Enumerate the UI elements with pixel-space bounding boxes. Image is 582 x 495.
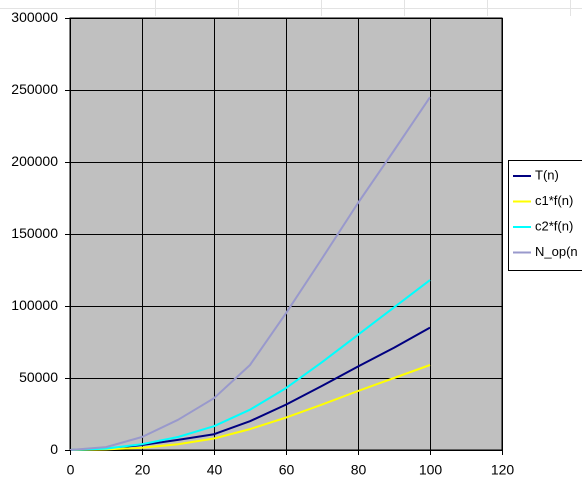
x-tick-label: 100 (419, 462, 443, 478)
x-tick-label: 60 (279, 462, 295, 478)
legend: T(n) c1*f(n) c2*f(n) N_op(n (508, 160, 582, 271)
series-line (69, 279, 431, 451)
y-tick-label: 50000 (19, 369, 58, 385)
ticks: 0 50000 100000 150000 200000 250000 300000 0 20 4… (11, 9, 514, 478)
legend-label: c1*f(n) (535, 193, 573, 208)
grid (70, 18, 503, 451)
y-tick-label: 300000 (11, 9, 58, 25)
y-tick-label: 250000 (11, 81, 58, 97)
series-line (69, 96, 431, 451)
x-tick-label: 120 (491, 462, 515, 478)
legend-label: c2*f(n) (535, 218, 573, 233)
sheet-cells (0, 0, 582, 16)
legend-label: T(n) (535, 167, 559, 182)
legend-label: N_op(n (535, 244, 578, 259)
x-tick-label: 40 (207, 462, 223, 478)
y-tick-label: 0 (50, 441, 58, 457)
y-tick-label: 200000 (11, 153, 58, 169)
x-tick-label: 0 (67, 462, 75, 478)
y-tick-label: 100000 (11, 297, 58, 313)
series-line (69, 364, 431, 451)
x-tick-label: 80 (351, 462, 367, 478)
series-lines (69, 96, 431, 451)
x-tick-label: 20 (135, 462, 151, 478)
y-tick-label: 150000 (11, 225, 58, 241)
